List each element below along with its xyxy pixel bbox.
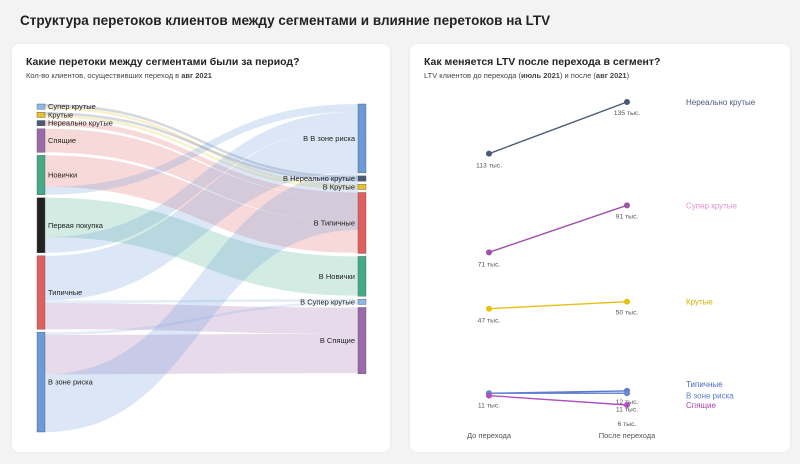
sankey-target-node	[357, 192, 367, 254]
sankey-source-label: Спящие	[48, 136, 76, 145]
sankey-source-node	[36, 112, 46, 118]
ltv-slope-chart: 113 тыс. 135 тыс. Нереально крутые 71 тыс. 9…	[467, 98, 756, 440]
ltv-point-after	[624, 99, 630, 105]
ltv-value-label-after: 91 тыс.	[616, 213, 639, 220]
sankey-source-label: Супер крутые	[48, 102, 96, 111]
ltv-point-after	[624, 298, 630, 305]
sankey-target-label: В Типичные	[314, 218, 355, 227]
sankey-target-node	[357, 298, 367, 305]
sankey-link	[45, 104, 358, 179]
sankey-source-label: Нереально крутые	[48, 119, 113, 128]
sankey-links	[45, 104, 358, 432]
sankey-source-node	[36, 197, 46, 254]
ltv-series: 47 тыс. 50 тыс. Крутые	[478, 298, 714, 325]
sankey-source-node	[36, 332, 46, 433]
sankey-link	[45, 112, 358, 182]
sankey-link	[45, 333, 358, 375]
sankey-target-label: В Нереально крутые	[283, 174, 355, 183]
sankey-link	[45, 127, 358, 301]
sankey-source-label: Новички	[48, 171, 77, 180]
sankey-source-label: Первая покупка	[48, 221, 104, 230]
sankey-link	[45, 114, 358, 190]
ltv-value-label-after: 50 тыс.	[616, 310, 639, 317]
sankey-target-node	[357, 175, 367, 182]
sankey-target-node	[357, 183, 367, 190]
sankey-link	[45, 120, 358, 198]
ltv-line	[488, 394, 628, 406]
sankey-target-label: В Новички	[319, 272, 355, 281]
sankey-link	[45, 155, 358, 253]
ltv-series-name: Спящие	[686, 401, 716, 410]
sankey-target-label: В В зоне риска	[303, 134, 356, 143]
ltv-value-label-after: 135 тыс.	[614, 110, 641, 117]
sankey-source-node	[36, 128, 46, 153]
sankey-source-label: Типичные	[48, 288, 82, 297]
ltv-value-label-after: 11 тыс.	[616, 406, 638, 413]
ltv-series-name: В зоне риска	[686, 391, 734, 400]
ltv-point-before	[486, 305, 492, 312]
sankey-source-label: В зоне риска	[48, 378, 94, 387]
ltv-line	[488, 101, 628, 155]
sankey-link	[45, 128, 358, 222]
ltv-line	[488, 204, 628, 253]
ltv-value-label-before: 71 тыс.	[478, 261, 501, 268]
ltv-point-after	[624, 390, 630, 397]
page-title: Структура перетоков клиентов между сегме…	[20, 13, 551, 28]
ltv-series: 113 тыс. 135 тыс. Нереально крутые	[476, 98, 756, 170]
ltv-series-name: Нереально крутые	[686, 98, 756, 107]
sankey-source-label: Крутые	[48, 110, 73, 119]
ltv-point-before	[486, 150, 492, 157]
ltv-value-label-before: 47 тыс.	[478, 318, 501, 325]
ltv-value-label-after: 6 тыс.	[618, 421, 637, 428]
sankey-title: Какие перетоки между сегментами были за …	[26, 56, 300, 68]
ltv-point-before	[486, 392, 492, 399]
sankey-target-node	[357, 103, 367, 174]
ltv-point-before	[486, 249, 492, 256]
sankey-link	[45, 111, 358, 253]
sankey-card: Какие перетоки между сегментами были за …	[12, 44, 390, 452]
sankey-link	[45, 172, 358, 432]
sankey-link	[45, 197, 358, 296]
sankey-link	[45, 106, 358, 187]
ltv-series-name: Супер крутые	[686, 201, 738, 210]
sankey-link	[45, 301, 358, 335]
ltv-point-after	[624, 202, 630, 209]
sankey-target-label: В Супер крутые	[300, 297, 355, 306]
sankey-source-node	[36, 120, 46, 126]
sankey-target-node	[357, 256, 367, 297]
ltv-point-after	[624, 402, 630, 408]
ltv-value-label-before: 11 тыс.	[478, 402, 500, 409]
ltv-series-name: Крутые	[686, 298, 713, 307]
ltv-card: Как меняется LTV после перехода в сегмен…	[410, 44, 790, 452]
ltv-x-tick-label: После перехода	[599, 431, 656, 440]
ltv-x-tick-label: До перехода	[467, 431, 512, 440]
ltv-series-name: Типичные	[686, 380, 723, 389]
ltv-subtitle: LTV клиентов до перехода (июль 2021) и п…	[424, 71, 630, 80]
sankey-link	[45, 303, 358, 334]
sankey-source-node	[36, 103, 46, 110]
ltv-line	[488, 300, 628, 310]
sankey-subtitle: Кол-во клиентов, осуществивших переход в…	[26, 71, 212, 80]
sankey-source-node	[36, 255, 46, 330]
sankey-target-label: В Спящие	[320, 336, 355, 345]
sankey-link	[45, 104, 358, 195]
ltv-series: 71 тыс. 91 тыс. Супер крутые	[478, 201, 738, 268]
sankey-source-node	[36, 155, 46, 195]
ltv-value-label-before: 113 тыс.	[476, 163, 502, 170]
sankey-target-node	[357, 307, 367, 374]
sankey-link	[45, 299, 358, 304]
ltv-title: Как меняется LTV после перехода в сегмен…	[424, 56, 661, 68]
ltv-series: 6 тыс. Спящие	[486, 392, 716, 428]
sankey-target-label: В Крутые	[323, 182, 355, 191]
